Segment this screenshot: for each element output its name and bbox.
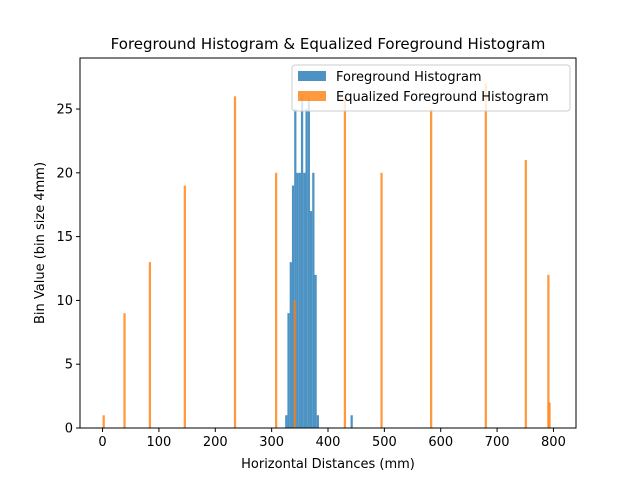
x-tick-label-1: 100 — [146, 435, 171, 450]
bar-0-7 — [300, 96, 304, 428]
y-tick-label-2: 10 — [56, 294, 73, 309]
chart-title: Foreground Histogram & Equalized Foregro… — [111, 35, 546, 53]
bar-1-1 — [123, 313, 126, 428]
bar-0-4 — [294, 109, 297, 428]
bar-0-11 — [309, 211, 313, 428]
x-tick-label-5: 500 — [372, 435, 397, 450]
y-tick-label-5: 25 — [56, 103, 73, 118]
bar-0-13 — [314, 274, 317, 428]
bar-0-1 — [287, 313, 290, 428]
x-axis-label: Horizontal Distances (mm) — [241, 457, 415, 472]
plot-area — [102, 83, 551, 428]
bar-0-6 — [298, 172, 301, 428]
bar-1-0 — [102, 415, 105, 428]
y-axis-ticks: 0 5 10 15 20 25 — [56, 103, 80, 437]
bar-1-6 — [293, 300, 296, 428]
y-tick-label-1: 5 — [65, 358, 73, 373]
y-tick-label-3: 15 — [56, 230, 73, 245]
x-tick-label-8: 800 — [541, 435, 566, 450]
bar-1-13 — [548, 402, 551, 428]
bar-0-8 — [303, 172, 306, 428]
x-tick-label-7: 700 — [485, 435, 510, 450]
bar-1-7 — [343, 96, 347, 428]
bar-1-5 — [275, 172, 278, 428]
bar-1-3 — [183, 185, 186, 428]
bar-0-15 — [350, 415, 353, 428]
x-tick-label-3: 300 — [259, 435, 284, 450]
bar-1-2 — [148, 262, 152, 428]
bar-0-12 — [312, 172, 315, 428]
bar-0-2 — [289, 262, 292, 428]
bar-0-0 — [285, 415, 288, 428]
x-tick-label-6: 600 — [428, 435, 453, 450]
bar-1-11 — [524, 160, 527, 428]
x-axis-ticks: 0 100 200 300 400 500 600 700 800 — [98, 428, 566, 450]
bar-0-3 — [291, 185, 295, 428]
bar-1-8 — [380, 172, 383, 428]
legend-label-0: Foreground Histogram — [336, 70, 482, 85]
bar-1-4 — [233, 96, 237, 428]
bar-1-10 — [484, 83, 487, 428]
legend: Foreground Histogram Equalized Foreground… — [291, 64, 571, 112]
legend-swatch-1 — [298, 91, 326, 101]
y-tick-label-4: 20 — [56, 166, 73, 181]
axes-frame — [79, 57, 577, 429]
bar-0-5 — [296, 172, 299, 428]
x-tick-label-0: 0 — [98, 435, 106, 450]
x-tick-label-4: 400 — [316, 435, 341, 450]
y-tick-label-0: 0 — [65, 422, 73, 437]
x-tick-label-2: 200 — [203, 435, 228, 450]
legend-label-1: Equalized Foreground Histogram — [336, 90, 549, 105]
legend-swatch-0 — [298, 71, 326, 81]
bar-1-12 — [547, 274, 550, 428]
bar-0-10 — [307, 96, 310, 428]
bar-1-9 — [430, 109, 433, 428]
series-0 — [285, 96, 353, 428]
series-1 — [102, 83, 551, 428]
legend-box — [291, 64, 571, 112]
bar-0-9 — [305, 109, 308, 428]
y-axis-label: Bin Value (bin size 4mm) — [33, 162, 48, 324]
bar-0-14 — [316, 415, 319, 428]
